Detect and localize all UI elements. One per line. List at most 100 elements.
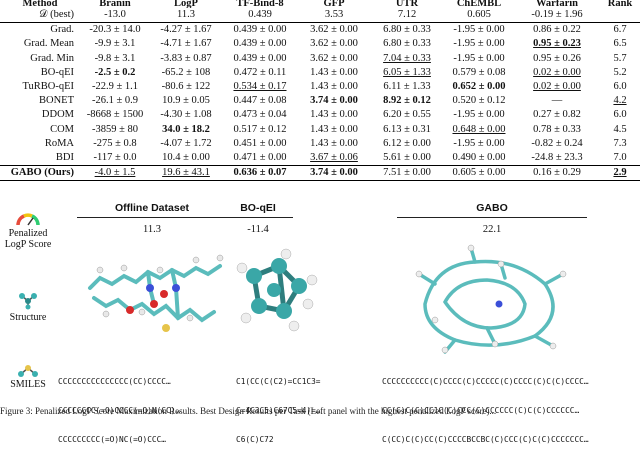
header-gfp: GFP: [323, 0, 345, 8]
table-cell: 6.11 ± 1.33: [383, 81, 431, 93]
table-cell: 1.43 ± 0.00: [310, 81, 358, 93]
offline-molecule-structure: [88, 254, 224, 332]
gabo-molecule-structure: [415, 244, 567, 354]
table-cell: 0.447 ± 0.08: [233, 95, 287, 107]
table-row: BDI -117 ± 0.0 10.4 ± 0.00 0.471 ± 0.00 3.67…: [0, 150, 640, 167]
table-cell: 0.95 ± 0.26: [533, 52, 581, 64]
smiles-line: CCCCCCCC(=O)CCCC(=O)N(CC)…: [58, 405, 181, 415]
table-row: COM -3859 ± 80 34.0 ± 18.2 0.517 ± 0.12 1.43…: [0, 123, 640, 137]
table-row: TuRBO-qEI -22.9 ± 1.1 -80.6 ± 122 0.534 ± 0…: [0, 80, 640, 94]
table-cell: -26.1 ± 0.9: [91, 95, 138, 107]
method-name: DDOM: [41, 109, 74, 121]
header-rank: Rank: [607, 0, 633, 8]
table-cell: 6.13 ± 0.31: [383, 123, 431, 135]
table-row: Grad. Mean -9.9 ± 3.1 -4.71 ± 1.67 0.439 ± …: [0, 37, 640, 51]
table-cell: 0.648 ± 0.00: [452, 123, 506, 135]
panel-score: -11.4: [247, 224, 269, 235]
method-name: BO-qEI: [40, 66, 74, 78]
figure-caption: Figure 3: Penalized LogP Score Maximizat…: [0, 406, 497, 416]
table-cell: 3.62 ± 0.00: [310, 38, 358, 50]
table-cell: [600, 8, 640, 24]
table-cell: 4.2: [613, 95, 627, 107]
smiles-line: C=4C3C5)C67C5=4)=…: [236, 405, 321, 415]
table-cell: -1.95 ± 0.00: [453, 38, 505, 50]
method-name: BONET: [39, 95, 74, 107]
header-utr: UTR: [395, 0, 419, 8]
table-cell: 0.517 ± 0.12: [233, 123, 287, 135]
table-cell: 0.605 ± 0.00: [444, 165, 514, 182]
table-row: BONET -26.1 ± 0.9 10.9 ± 0.05 0.447 ± 0.08 3…: [0, 94, 640, 108]
header-chembl: ChEMBL: [456, 0, 502, 8]
structure-label-block: Structure: [0, 292, 56, 323]
smiles-line: C1(CC(C(C2)=CC1C3=: [236, 377, 321, 387]
table-cell: -65.2 ± 108: [161, 66, 211, 78]
header-warfarin: Warfarin: [536, 0, 578, 8]
panel-rule: [397, 217, 587, 218]
table-cell: -80.6 ± 122: [161, 81, 211, 93]
table-header-row: Method Branin LogP TF-Bind-8 GFP UTR ChE…: [0, 0, 640, 8]
table-row: RoMA -275 ± 0.8 -4.07 ± 1.72 0.451 ± 0.00 1.…: [0, 137, 640, 151]
smiles-line: CCCCCCCCC(=O)NC(=O)CCC…: [58, 434, 166, 444]
table-cell: 19.6 ± 43.1: [150, 165, 222, 182]
method-name: Grad. Mean: [23, 38, 74, 50]
panel-gabo: GABO 22.1: [392, 202, 592, 235]
table-cell: 0.02 ± 0.00: [533, 81, 581, 93]
smiles-label: SMILES: [10, 379, 46, 390]
method-name: GABO (Ours): [0, 165, 80, 182]
table-cell: -1.95 ± 0.00: [453, 24, 505, 36]
table-cell: 3.53: [298, 8, 370, 24]
table-cell: 1.43 ± 0.00: [310, 137, 358, 149]
table-cell: 5.2: [613, 66, 627, 78]
table-cell: -117 ± 0.0: [80, 150, 150, 167]
best-label: 𝒟 (best): [0, 8, 80, 24]
panel-title: GABO: [476, 202, 508, 214]
gauge-icon: [16, 213, 40, 226]
table-cell: 1.43 ± 0.00: [310, 123, 358, 135]
table-cell: 6.80 ± 0.33: [383, 24, 431, 36]
table-cell: 6.12 ± 0.00: [383, 137, 431, 149]
table-cell: -4.30 ± 1.08: [160, 109, 212, 121]
table-cell: 7.12: [370, 8, 444, 24]
table-cell: -3859 ± 80: [91, 123, 138, 135]
table-cell: 2.9: [600, 165, 640, 182]
panel-title: BO-qEI: [240, 202, 276, 214]
table-cell: 6.5: [613, 38, 627, 50]
molecule-icon: [19, 293, 37, 310]
smiles-line: CCCCCCCCCCCCCCC(CC)CCCC…: [58, 377, 171, 387]
table-cell: 3.67 ± 0.06: [298, 150, 370, 167]
smiles-line: CCCCCCCCCC(C)CCCC(C)CCCCC(C)CCCC(C)C(C)C…: [382, 377, 589, 387]
table-cell: -275 ± 0.8: [93, 137, 137, 149]
table-cell: 10.4 ± 0.00: [150, 150, 222, 167]
table-cell: 7.0: [600, 150, 640, 167]
results-table: Method Branin LogP TF-Bind-8 GFP UTR ChE…: [0, 0, 640, 182]
smiles-line: C(CC)C(C)CC(C)CCCCBCCBC(C)CCC(C)C(C)CCCC…: [382, 434, 589, 444]
table-cell: 7.3: [613, 137, 627, 149]
method-name: TuRBO-qEI: [22, 81, 74, 93]
table-cell: 0.652 ± 0.00: [452, 81, 506, 93]
table-cell: 0.473 ± 0.04: [233, 109, 287, 121]
table-cell: -20.3 ± 14.0: [89, 24, 141, 36]
table-cell: 7.04 ± 0.33: [383, 52, 431, 64]
panel-bo-qei: BO-qEI -11.4: [208, 202, 308, 235]
table-cell: 0.27 ± 0.82: [533, 109, 581, 121]
table-cell: 5.7: [613, 52, 627, 64]
table-cell: 6.20 ± 0.55: [383, 109, 431, 121]
table-cell: 11.3: [150, 8, 222, 24]
table-cell: -4.07 ± 1.72: [160, 137, 212, 149]
table-cell: 0.02 ± 0.00: [533, 66, 581, 78]
table-cell: 5.61 ± 0.00: [370, 150, 444, 167]
table-cell: 0.636 ± 0.07: [222, 165, 298, 182]
table-cell: 6.7: [613, 24, 627, 36]
table-row: Grad. Min -9.8 ± 3.1 -3.83 ± 0.87 0.439 ± 0…: [0, 52, 640, 66]
table-cell: 0.16 ± 0.29: [514, 165, 600, 182]
table-cell: -4.27 ± 1.67: [160, 24, 212, 36]
table-cell: -13.0: [80, 8, 150, 24]
header-method: Method: [22, 0, 58, 8]
table-cell: 6.05 ± 1.33: [383, 66, 431, 78]
table-cell: 0.439 ± 0.00: [233, 38, 287, 50]
table-row-best: 𝒟 (best) -13.0 11.3 0.439 3.53 7.12 0.60…: [0, 8, 640, 24]
table-cell: 0.451 ± 0.00: [233, 137, 287, 149]
table-cell: 3.62 ± 0.00: [310, 24, 358, 36]
table-row: DDOM -8668 ± 1500 -4.30 ± 1.08 0.473 ± 0.04…: [0, 108, 640, 122]
table-cell: -3.83 ± 0.87: [160, 52, 212, 64]
